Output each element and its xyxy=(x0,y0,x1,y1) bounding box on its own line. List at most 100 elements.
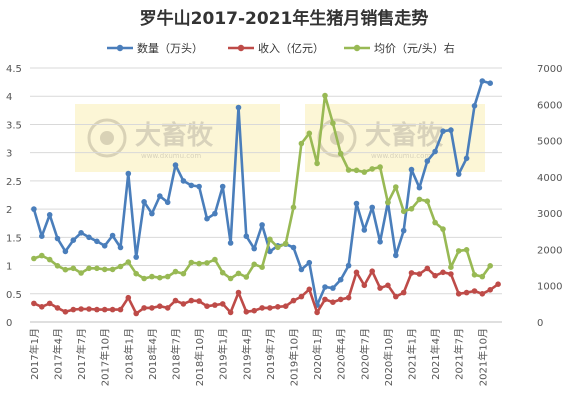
data-point xyxy=(204,215,210,222)
data-point xyxy=(330,299,336,306)
x-tick-label: 2019年7月 xyxy=(264,328,277,380)
watermark-logo-dot xyxy=(100,131,114,145)
data-point xyxy=(62,248,69,255)
data-point xyxy=(353,269,360,276)
data-point xyxy=(408,270,415,276)
data-point xyxy=(54,235,61,242)
legend-label: 收入（亿元） xyxy=(258,41,324,55)
data-point xyxy=(204,260,210,266)
x-tick-label: 2019年4月 xyxy=(240,328,253,380)
data-point xyxy=(157,193,163,199)
y-left-tick-label: 0 xyxy=(6,318,12,329)
data-point xyxy=(424,158,431,164)
data-point xyxy=(101,266,108,273)
legend-marker xyxy=(116,44,124,52)
data-point xyxy=(322,296,328,303)
data-point xyxy=(408,166,415,173)
data-point xyxy=(448,127,454,133)
y-left-tick-label: 3.5 xyxy=(6,120,22,131)
data-point xyxy=(275,304,281,310)
data-point xyxy=(70,265,77,272)
data-point xyxy=(219,301,226,307)
data-point xyxy=(101,243,108,249)
data-point xyxy=(337,296,344,303)
data-point xyxy=(369,204,376,211)
legend-marker xyxy=(237,44,245,52)
data-point xyxy=(109,232,116,239)
data-point xyxy=(227,275,234,282)
data-point xyxy=(377,164,383,170)
data-point xyxy=(471,272,478,278)
x-tick-label: 2020年1月 xyxy=(311,328,324,380)
data-point xyxy=(94,306,100,313)
data-point xyxy=(235,104,242,111)
data-point xyxy=(172,268,179,275)
data-point xyxy=(487,263,494,269)
y-right-tick-label: 0 xyxy=(537,318,543,329)
data-point xyxy=(196,260,202,267)
data-point xyxy=(204,303,210,310)
data-point xyxy=(377,285,383,291)
y-right-tick-label: 4000 xyxy=(537,173,562,184)
x-tick-label: 2018年7月 xyxy=(170,328,183,380)
watermark-logo-icon xyxy=(87,118,127,158)
data-point xyxy=(235,270,242,277)
data-point xyxy=(109,266,116,273)
data-point xyxy=(369,268,376,275)
legend-item: 收入（亿元） xyxy=(228,41,324,55)
data-point xyxy=(432,272,438,279)
data-point xyxy=(117,244,124,251)
x-tick-label: 2020年4月 xyxy=(335,328,348,380)
data-point xyxy=(432,219,438,226)
y-left-tick-label: 0.5 xyxy=(6,290,22,301)
data-point xyxy=(31,255,37,262)
legend-label: 数量（万头） xyxy=(137,42,203,55)
data-point xyxy=(243,274,250,280)
watermark-site: www.dxumu.com xyxy=(141,152,201,160)
data-point xyxy=(212,210,218,217)
data-point xyxy=(455,171,462,177)
series-2 xyxy=(31,265,501,317)
data-point xyxy=(455,291,462,297)
y-right-tick-label: 1000 xyxy=(537,282,562,293)
data-point xyxy=(479,78,486,84)
data-point xyxy=(259,222,265,228)
data-point xyxy=(306,259,313,266)
data-point xyxy=(141,199,147,205)
data-point xyxy=(298,140,305,147)
data-point xyxy=(125,259,132,265)
data-point xyxy=(141,275,147,282)
data-point xyxy=(212,302,218,308)
x-tick-label: 2018年4月 xyxy=(146,328,159,380)
data-point xyxy=(180,270,187,277)
data-point xyxy=(117,263,124,270)
x-tick-label: 2017年1月 xyxy=(28,328,41,380)
data-point xyxy=(219,269,226,276)
series-3 xyxy=(31,92,494,282)
x-tick-label: 2019年1月 xyxy=(217,328,230,380)
data-point xyxy=(251,307,257,314)
data-point xyxy=(188,259,195,266)
data-point xyxy=(46,256,53,263)
data-point xyxy=(212,256,218,263)
data-point xyxy=(448,271,454,277)
legend-marker xyxy=(353,44,361,52)
data-point xyxy=(353,200,360,207)
data-point xyxy=(322,284,328,290)
y-right-tick-label: 3000 xyxy=(537,209,562,220)
data-point xyxy=(275,244,281,251)
data-point xyxy=(172,297,179,304)
data-point xyxy=(46,212,53,218)
data-point xyxy=(235,289,242,296)
y-left-tick-label: 1 xyxy=(6,262,12,273)
data-point xyxy=(39,252,45,259)
y-left-tick-label: 1.5 xyxy=(6,233,22,244)
data-point xyxy=(463,155,470,162)
axis-layer: 0 0.5 1 1.5 2 2.5 3 3.5 4 4.5 0 1000 2000 3000 4000 500… xyxy=(6,64,562,386)
data-point xyxy=(157,274,163,281)
data-point xyxy=(345,262,352,269)
watermark-site: www.dxumu.com xyxy=(371,152,431,160)
